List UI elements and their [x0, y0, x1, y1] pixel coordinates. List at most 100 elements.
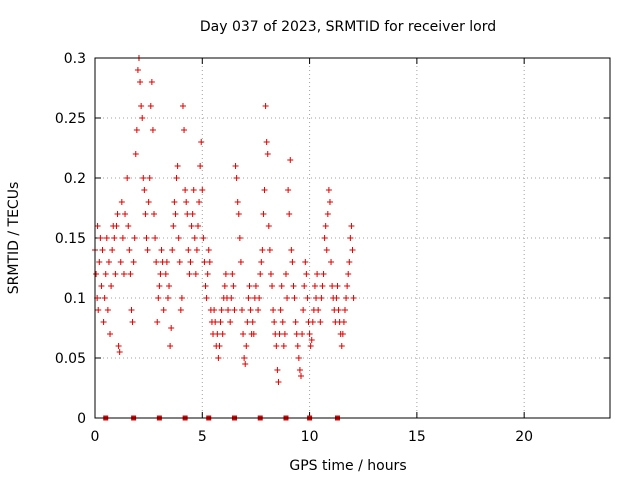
- data-point: [250, 331, 257, 337]
- data-point: [318, 295, 325, 301]
- data-point: [276, 331, 283, 337]
- data-point: [279, 319, 286, 325]
- y-tick-label: 0.15: [55, 231, 86, 247]
- data-point: [258, 259, 265, 265]
- data-point: [148, 79, 155, 85]
- data-point: [109, 247, 116, 253]
- data-point: [153, 259, 160, 265]
- x-axis-label: GPS time / hours: [289, 458, 406, 474]
- data-point: [348, 223, 355, 229]
- data-point: [234, 199, 241, 205]
- data-point: [241, 355, 248, 361]
- data-point: [315, 307, 322, 313]
- x-tick-label: 15: [408, 429, 426, 445]
- data-point: [164, 295, 171, 301]
- data-point: [264, 151, 271, 157]
- data-point: [313, 295, 320, 301]
- data-point: [222, 271, 229, 277]
- data-point: [317, 319, 324, 325]
- data-point: [101, 295, 108, 301]
- data-point: [163, 259, 170, 265]
- data-point: [303, 271, 310, 277]
- data-point: [145, 199, 152, 205]
- data-point: [249, 319, 256, 325]
- data-point: [230, 283, 237, 289]
- data-point: [212, 319, 219, 325]
- data-point: [301, 283, 308, 289]
- plot-frame: [94, 57, 611, 419]
- data-point: [219, 331, 226, 337]
- y-axis-label: SRMTID / TECUs: [6, 182, 22, 295]
- data-point: [178, 295, 185, 301]
- data-point: [174, 163, 181, 169]
- data-point: [245, 295, 252, 301]
- data-point: [142, 211, 149, 217]
- data-point: [321, 235, 328, 241]
- data-point: [171, 199, 178, 205]
- data-point: [292, 319, 299, 325]
- data-point: [263, 139, 270, 145]
- data-point: [182, 187, 189, 193]
- data-point: [183, 199, 190, 205]
- data-point: [130, 259, 137, 265]
- data-point: [154, 319, 161, 325]
- data-point: [137, 79, 144, 85]
- y-tick-label: 0: [77, 411, 86, 427]
- data-point: [198, 139, 205, 145]
- data-point: [309, 319, 316, 325]
- data-point: [127, 271, 134, 277]
- data-point: [134, 67, 141, 73]
- data-point: [273, 343, 280, 349]
- data-point: [118, 199, 125, 205]
- data-point: [347, 235, 354, 241]
- data-point: [117, 259, 124, 265]
- data-point: [269, 283, 276, 289]
- data-point: [232, 163, 239, 169]
- x-tick-label: 0: [91, 429, 100, 445]
- y-tick-label: 0.25: [55, 111, 86, 127]
- y-tick-label: 0.3: [64, 51, 86, 67]
- data-point: [157, 271, 164, 277]
- data-point: [111, 235, 118, 241]
- data-point: [300, 307, 307, 313]
- data-point: [140, 175, 147, 181]
- data-point: [260, 211, 267, 217]
- data-point: [96, 259, 103, 265]
- data-point: [149, 127, 156, 133]
- data-point: [247, 307, 254, 313]
- data-point: [286, 211, 293, 217]
- data-point: [285, 187, 292, 193]
- y-tick-label: 0.2: [64, 171, 86, 187]
- data-point: [131, 235, 138, 241]
- data-point: [95, 307, 102, 313]
- data-point: [155, 295, 162, 301]
- data-point: [296, 367, 303, 373]
- data-point: [156, 283, 163, 289]
- data-point: [177, 307, 184, 313]
- data-point: [262, 103, 269, 109]
- data-point: [167, 343, 174, 349]
- data-point: [274, 367, 281, 373]
- data-point: [125, 223, 132, 229]
- data-point: [133, 127, 140, 133]
- data-point: [158, 247, 165, 253]
- data-point: [339, 331, 346, 337]
- data-point: [99, 247, 106, 253]
- data-point: [298, 373, 304, 379]
- data-point: [175, 235, 182, 241]
- data-point: [162, 271, 169, 277]
- data-point: [320, 271, 327, 277]
- data-point: [120, 271, 127, 277]
- data-point: [181, 127, 188, 133]
- data-point: [195, 223, 201, 229]
- data-point: [176, 259, 183, 265]
- data-point: [185, 247, 192, 253]
- data-point: [105, 259, 112, 265]
- data-point: [302, 259, 309, 265]
- data-point: [334, 283, 341, 289]
- data-point: [323, 247, 330, 253]
- data-point: [228, 295, 235, 301]
- data-point: [107, 331, 114, 337]
- data-point: [217, 319, 224, 325]
- data-point: [146, 175, 153, 181]
